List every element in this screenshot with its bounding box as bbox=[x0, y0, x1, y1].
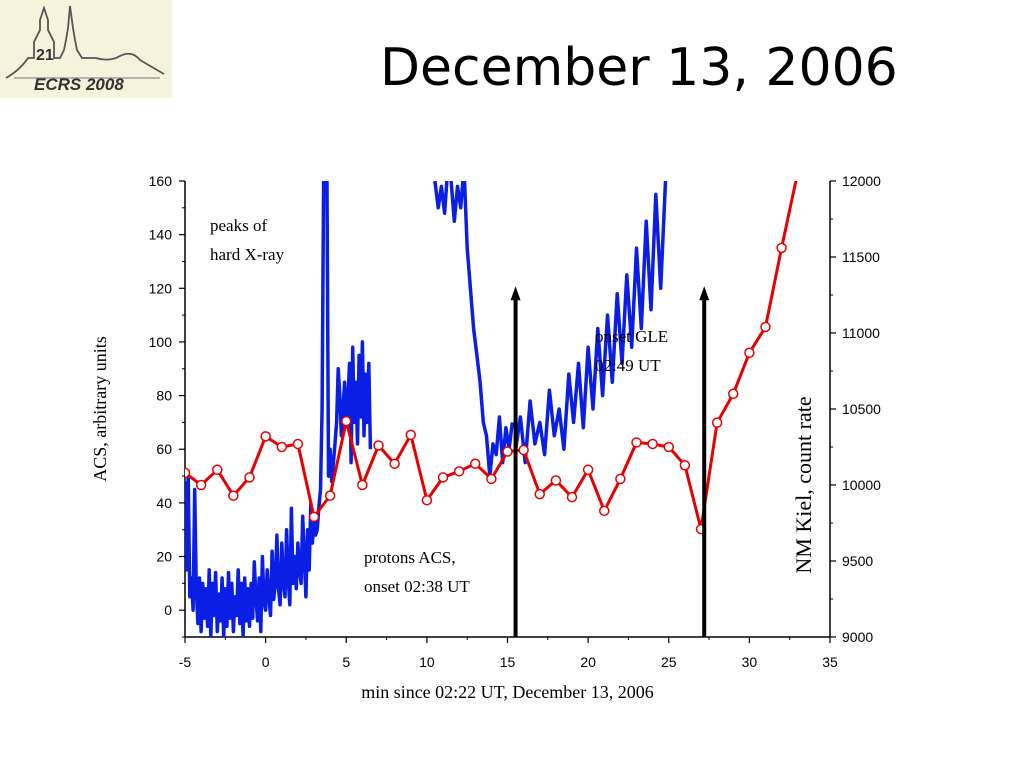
nm-kiel-point bbox=[185, 467, 191, 479]
y2-axis-label: NM Kiel, count rate bbox=[791, 396, 816, 573]
arrows bbox=[510, 286, 710, 637]
x-tick-label: 35 bbox=[822, 654, 838, 670]
x-tick-label: 30 bbox=[742, 654, 758, 670]
x-tick-label: -5 bbox=[179, 654, 192, 670]
nm-kiel-point bbox=[260, 431, 271, 442]
y2-tick-label: 9000 bbox=[842, 629, 873, 645]
y2-tick-label: 10000 bbox=[842, 477, 881, 493]
nm-kiel-point bbox=[582, 464, 594, 476]
nm-kiel-point bbox=[437, 472, 449, 483]
nm-kiel-point bbox=[212, 464, 223, 476]
logo-number: 21 bbox=[36, 47, 54, 64]
nm-kiel-point bbox=[470, 458, 481, 469]
arrow-head bbox=[510, 286, 521, 301]
acs-line-main bbox=[185, 181, 373, 637]
nm-kiel-point bbox=[760, 321, 771, 333]
y2-tick-label: 9500 bbox=[842, 553, 873, 569]
nm-kiel-point bbox=[711, 417, 723, 428]
logo-text: ECRS 2008 bbox=[34, 75, 124, 94]
x-tick-label: 20 bbox=[580, 654, 596, 670]
nm-kiel-point bbox=[341, 415, 352, 427]
nm-kiel-point bbox=[195, 479, 207, 491]
y-tick-label: 40 bbox=[156, 495, 172, 511]
y-tick-label: 20 bbox=[156, 549, 172, 565]
nm-kiel-point bbox=[679, 459, 691, 471]
ecrs-logo-graphic: 21 ECRS 2008 bbox=[5, 5, 165, 94]
annotation-text: peaks of bbox=[210, 216, 267, 235]
nm-kiel-point bbox=[324, 490, 336, 501]
nm-kiel-point bbox=[502, 446, 513, 457]
nm-kiel-point bbox=[228, 490, 239, 501]
nm-kiel-series bbox=[185, 181, 798, 535]
nm-kiel-point bbox=[534, 488, 545, 500]
acs-line-late bbox=[513, 181, 668, 465]
y-tick-label: 60 bbox=[156, 441, 172, 457]
nm-kiel-point bbox=[292, 438, 304, 450]
y-tick-label: 100 bbox=[149, 334, 173, 350]
nm-kiel-point bbox=[663, 441, 674, 453]
axes: -5 0 5 10 15 20 25 30 35 0 20 40 60 80 100 120 140 160 900… bbox=[149, 173, 882, 670]
nm-kiel-point bbox=[744, 347, 755, 359]
arrow-head bbox=[699, 286, 710, 301]
nm-kiel-point bbox=[615, 473, 626, 485]
y2-tick-label: 12000 bbox=[842, 173, 881, 189]
nm-kiel-point bbox=[244, 472, 255, 483]
nm-kiel-point bbox=[453, 466, 465, 477]
slide-title: December 13, 2006 bbox=[380, 38, 898, 98]
x-tick-label: 25 bbox=[661, 654, 677, 670]
nm-kiel-point bbox=[599, 505, 610, 517]
acs-line-mid bbox=[433, 181, 515, 478]
nm-kiel-point bbox=[421, 494, 433, 506]
y2-tick-label: 11500 bbox=[842, 249, 880, 265]
ecrs-logo: 21 ECRS 2008 bbox=[0, 0, 172, 98]
y-axis-label: ACS, arbitrary units bbox=[90, 336, 110, 482]
annotation-text: onset GLE bbox=[595, 327, 668, 346]
acs-series bbox=[185, 181, 668, 637]
nm-kiel-point bbox=[518, 444, 529, 456]
nm-kiel-point bbox=[373, 440, 384, 451]
annotations: peaks of hard X-ray onset GLE 02:49 UT proto… bbox=[210, 216, 668, 596]
x-tick-label: 15 bbox=[500, 654, 516, 670]
nm-kiel-point bbox=[776, 242, 787, 254]
nm-kiel-point bbox=[486, 473, 497, 485]
annotation-text: 02:49 UT bbox=[595, 356, 661, 375]
y2-tick-label: 10500 bbox=[842, 401, 881, 417]
nm-kiel-point bbox=[389, 458, 400, 469]
x-tick-label: 5 bbox=[342, 654, 350, 670]
x-tick-label: 0 bbox=[262, 654, 270, 670]
x-tick-label: 10 bbox=[419, 654, 435, 670]
nm-kiel-point bbox=[647, 438, 658, 450]
nm-kiel-point bbox=[405, 429, 416, 441]
annotation-text: onset 02:38 UT bbox=[364, 577, 470, 596]
nm-kiel-point bbox=[308, 511, 320, 523]
x-axis-label: min since 02:22 UT, December 13, 2006 bbox=[361, 682, 654, 702]
y-tick-label: 120 bbox=[149, 280, 173, 296]
y2-tick-label: 11000 bbox=[842, 325, 880, 341]
annotation-text: protons ACS, bbox=[364, 548, 456, 567]
nm-kiel-point bbox=[566, 491, 578, 503]
y-tick-label: 80 bbox=[156, 388, 172, 404]
annotation-text: hard X-ray bbox=[210, 245, 285, 264]
y-tick-label: 0 bbox=[164, 602, 172, 618]
y-tick-label: 140 bbox=[149, 227, 173, 243]
nm-kiel-point bbox=[728, 388, 739, 400]
nm-kiel-point bbox=[631, 437, 642, 448]
nm-kiel-point bbox=[357, 479, 368, 491]
y-tick-label: 160 bbox=[149, 173, 173, 189]
nm-kiel-point bbox=[276, 441, 287, 453]
nm-kiel-point bbox=[550, 475, 562, 486]
